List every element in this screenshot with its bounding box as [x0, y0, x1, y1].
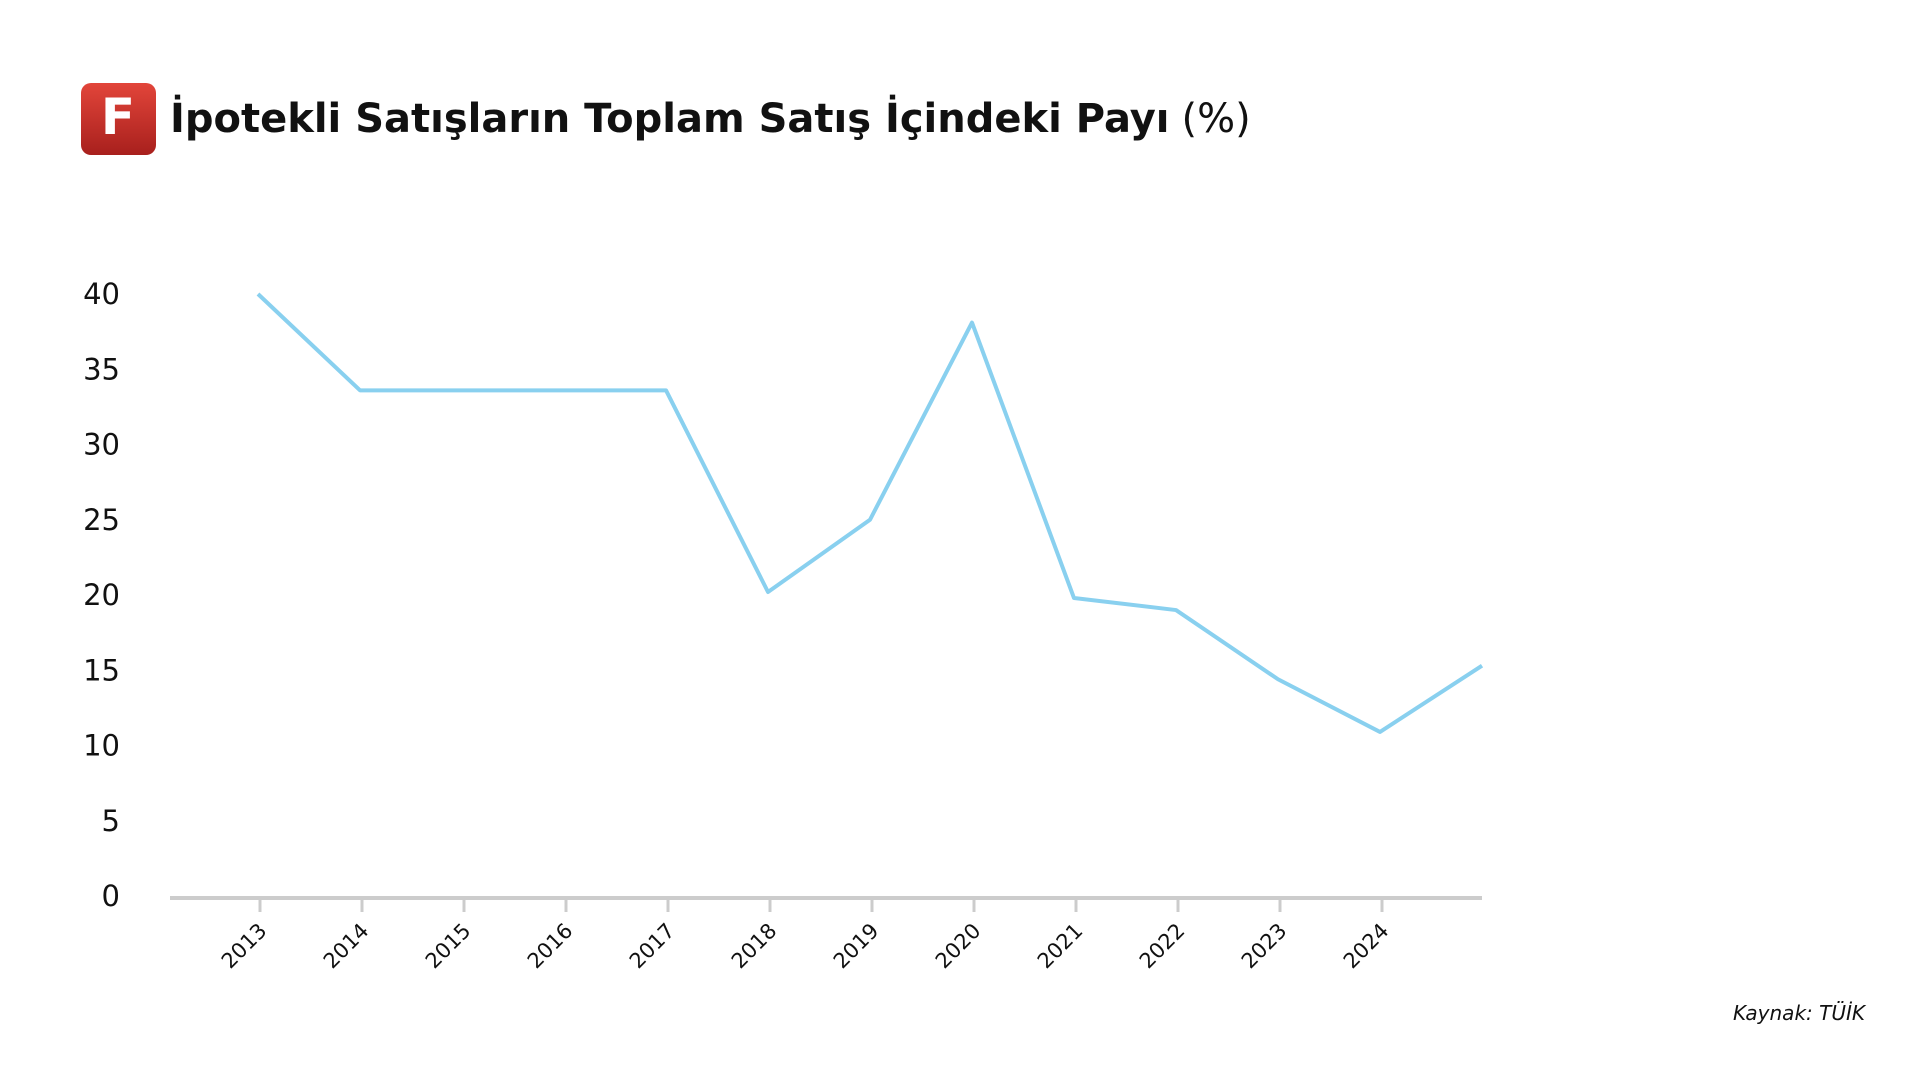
- y-tick-label: 30: [83, 428, 120, 462]
- x-tick-label: 2022: [1135, 919, 1190, 974]
- y-tick-label: 40: [83, 277, 120, 311]
- x-tick-label: 2016: [523, 919, 578, 974]
- x-tick-label: 2024: [1339, 919, 1394, 974]
- data-line: [256, 292, 1484, 734]
- x-tick-label: 2019: [829, 919, 884, 974]
- x-tick-label: 2023: [1237, 919, 1292, 974]
- x-tick-label: 2017: [625, 919, 680, 974]
- y-tick-label: 25: [83, 503, 120, 537]
- y-tick-label: 10: [83, 729, 120, 763]
- y-tick-label: 20: [83, 578, 120, 612]
- y-tick-label: 35: [83, 352, 120, 386]
- source: Kaynak: TÜİK: [1733, 1001, 1867, 1025]
- y-tick-label: 5: [102, 804, 120, 838]
- logo-box: [81, 83, 156, 155]
- x-tick-label: 2013: [217, 919, 272, 974]
- logo-text: F: [101, 88, 135, 146]
- x-tick-label: 2021: [1033, 919, 1088, 974]
- title-unit: (%): [1182, 96, 1251, 142]
- title-main: İpotekli Satışların Toplam Satış İçindek…: [170, 94, 1170, 142]
- y-tick-label: 0: [102, 879, 120, 913]
- x-tick-label: 2020: [931, 919, 986, 974]
- x-tick-label: 2014: [319, 919, 374, 974]
- chart-title: İpotekli Satışların Toplam Satış İçindek…: [170, 94, 1251, 142]
- y-tick-label: 15: [83, 653, 120, 687]
- x-tick-label: 2018: [727, 919, 782, 974]
- x-tick-label: 2015: [421, 919, 476, 974]
